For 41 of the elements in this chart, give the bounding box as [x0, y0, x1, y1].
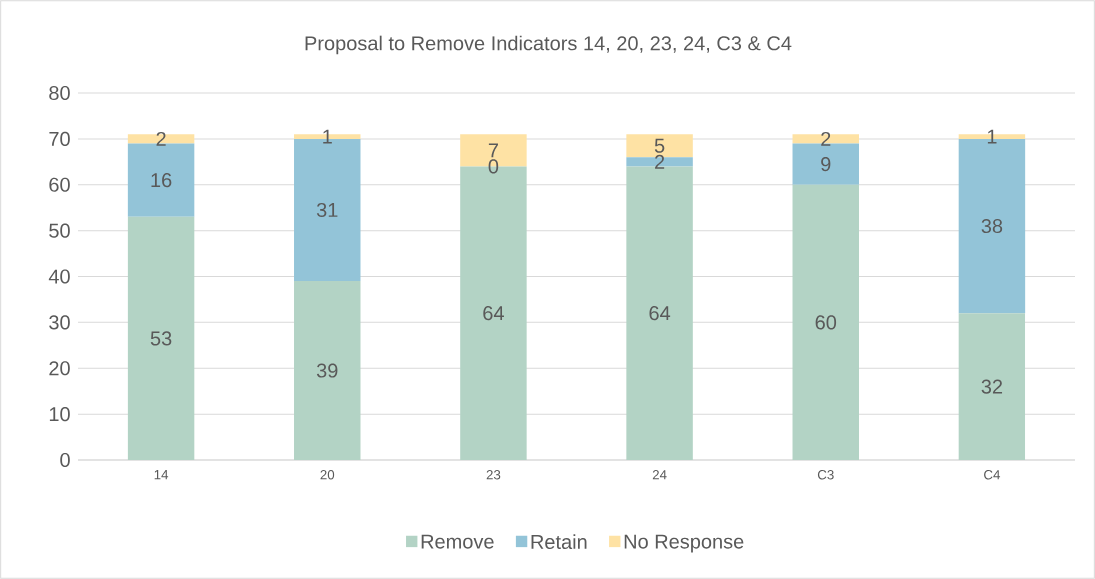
x-tick-label: 24 — [652, 470, 667, 480]
data-label: 2 — [156, 131, 166, 146]
data-label: 64 — [649, 306, 671, 321]
chart-title: Proposal to Remove Indicators 14, 20, 23, 24, C3 & C4 — [305, 35, 792, 55]
bar — [294, 281, 361, 460]
data-label: 32 — [981, 379, 1003, 394]
data-label: 2 — [655, 154, 665, 169]
y-tick-label: 70 — [49, 131, 70, 146]
data-label: 53 — [150, 331, 172, 346]
data-label: 5 — [654, 138, 665, 153]
legend-label: No Response — [624, 534, 744, 553]
x-tick-label: 23 — [486, 470, 501, 480]
legend-label: Retain — [531, 534, 587, 550]
bar — [127, 134, 195, 144]
data-label: 16 — [151, 173, 172, 188]
data-label: 0 — [488, 159, 499, 174]
y-tick-label: 0 — [60, 452, 70, 468]
x-tick-label: C3 — [817, 470, 834, 480]
bar — [792, 134, 859, 144]
y-tick-label: 80 — [49, 85, 70, 101]
x-tick-label: 14 — [154, 470, 169, 480]
y-tick-label: 10 — [49, 407, 70, 422]
data-label: 9 — [821, 157, 831, 172]
data-label: 7 — [488, 143, 498, 158]
y-tick-label: 40 — [48, 269, 70, 284]
bar — [958, 313, 1026, 460]
data-label: 38 — [981, 218, 1003, 234]
data-label: 60 — [815, 315, 837, 330]
data-label: 2 — [821, 131, 831, 146]
y-tick-label: 60 — [49, 177, 70, 192]
bar — [792, 184, 859, 460]
legend-label: Remove — [421, 534, 494, 549]
y-tick-label: 50 — [49, 223, 70, 238]
y-tick-label: 20 — [49, 361, 70, 376]
data-label: 31 — [316, 202, 338, 218]
x-tick-label: 20 — [320, 470, 335, 480]
y-tick-label: 30 — [49, 315, 70, 330]
data-label: 39 — [316, 363, 338, 378]
bar — [127, 216, 195, 460]
data-label: 64 — [483, 306, 504, 321]
x-tick-label: C4 — [984, 470, 1001, 480]
